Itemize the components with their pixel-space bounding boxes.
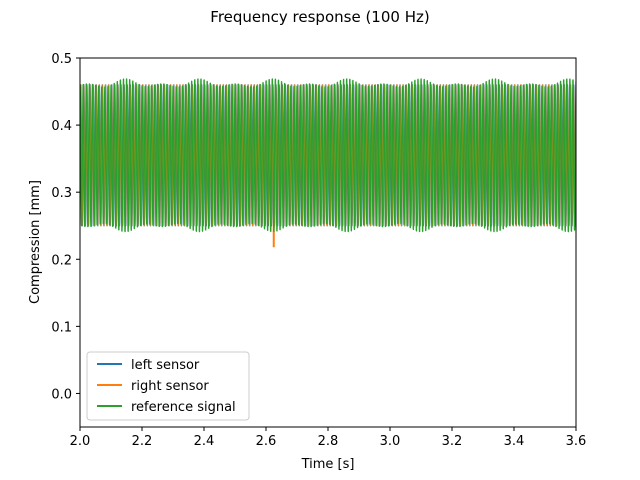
- legend-label: reference signal: [131, 400, 236, 415]
- series-layer: [80, 78, 576, 248]
- y-tick-label: 0.2: [51, 253, 72, 268]
- y-tick-label: 0.3: [51, 186, 72, 201]
- legend-box: [86, 351, 250, 421]
- y-tick-label: 0.4: [51, 119, 72, 134]
- x-tick-label: 3.0: [380, 434, 401, 449]
- x-tick-label: 2.6: [256, 434, 277, 449]
- y-tick-label: 0.0: [51, 387, 72, 402]
- series-line-reference-signal: [80, 78, 576, 233]
- chart-title: Frequency response (100 Hz): [210, 8, 429, 26]
- legend: left sensor right sensor reference signal: [86, 351, 250, 421]
- x-tick-label: 2.4: [194, 434, 215, 449]
- x-tick-label: 2.8: [318, 434, 339, 449]
- legend-label: right sensor: [131, 379, 209, 394]
- x-tick-label: 3.4: [504, 434, 525, 449]
- x-tick-label: 2.0: [70, 434, 91, 449]
- x-tick-label: 3.6: [566, 434, 587, 449]
- x-tick-label: 3.2: [442, 434, 463, 449]
- x-tick-label: 2.2: [132, 434, 153, 449]
- x-axis: 2.0 2.2 2.4 2.6 2.8 3.0 3.2 3.4 3.6: [70, 427, 587, 449]
- y-axis: 0.0 0.1 0.2 0.3 0.4 0.5: [51, 52, 80, 402]
- x-axis-label: Time [s]: [301, 457, 355, 472]
- y-tick-label: 0.5: [51, 52, 72, 67]
- legend-label: left sensor: [131, 358, 200, 373]
- y-tick-label: 0.1: [51, 320, 72, 335]
- y-axis-label: Compression [mm]: [28, 180, 43, 304]
